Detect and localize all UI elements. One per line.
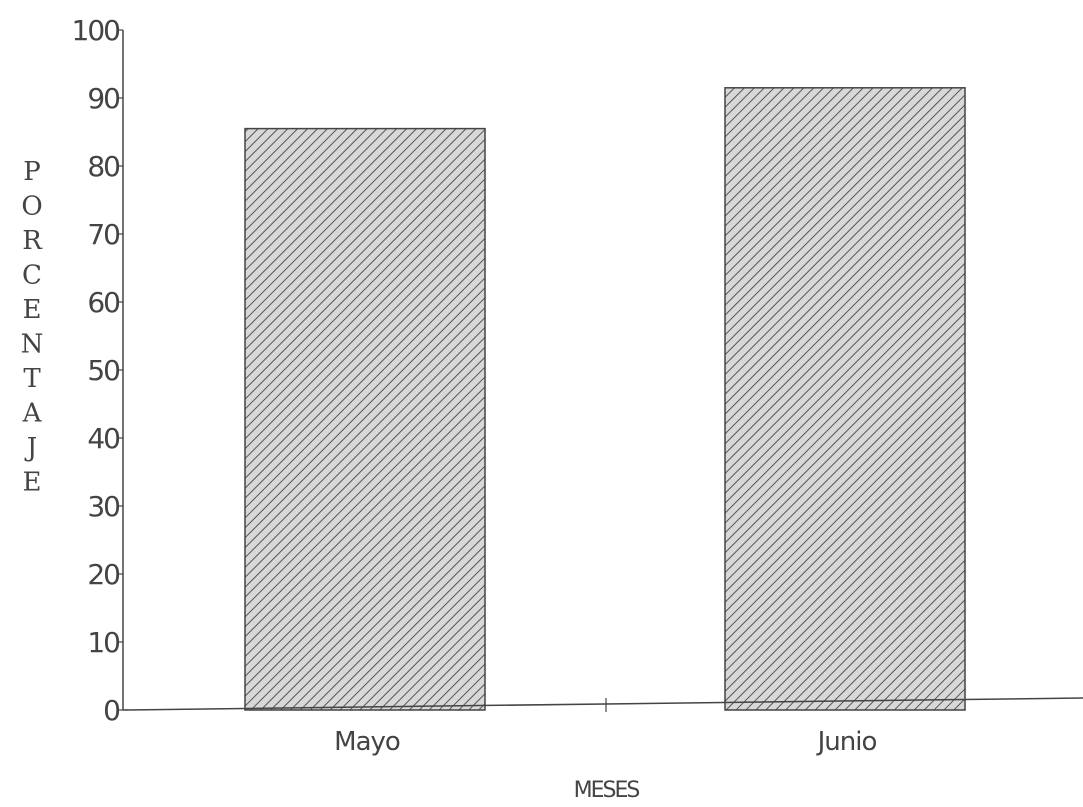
y-tick-label: 30 — [87, 490, 119, 523]
x-tick-labels: Mayo Junio — [334, 727, 877, 757]
y-tick-label: 40 — [87, 422, 119, 455]
x-axis-label: MESES — [574, 778, 640, 802]
y-tick-label: 70 — [87, 218, 119, 251]
x-tick-label: Junio — [816, 727, 877, 757]
y-axis-label-letter: R — [22, 226, 43, 256]
y-axis-label-letter: O — [21, 192, 42, 222]
y-ticks: 0 10 20 30 40 50 60 70 80 90 100 — [72, 14, 123, 727]
y-tick-label: 100 — [72, 14, 120, 47]
y-tick-label: 50 — [87, 354, 119, 387]
bar-mayo — [244, 127, 486, 711]
y-axis-label-letter: A — [22, 399, 43, 429]
bars-layer — [244, 87, 966, 711]
y-axis-label-letter: P — [23, 157, 41, 187]
y-tick-label: 0 — [103, 694, 119, 727]
x-axis-line — [122, 697, 1083, 711]
y-tick-label: 10 — [87, 626, 119, 659]
y-axis-label-letter: E — [23, 468, 42, 498]
y-tick-label: 20 — [87, 558, 119, 591]
bar-junio — [724, 87, 966, 711]
y-tick-label: 90 — [87, 82, 119, 115]
y-axis-label-letter: J — [24, 433, 37, 463]
y-axis-label-letter: C — [22, 261, 42, 291]
x-tick-label: Mayo — [334, 727, 400, 757]
y-axis-label-letter: T — [23, 364, 41, 394]
y-axis-label-letter: N — [21, 330, 44, 360]
y-tick-label: 80 — [87, 150, 119, 183]
y-tick-label: 60 — [87, 286, 119, 319]
y-axis-label-letter: E — [23, 295, 42, 325]
